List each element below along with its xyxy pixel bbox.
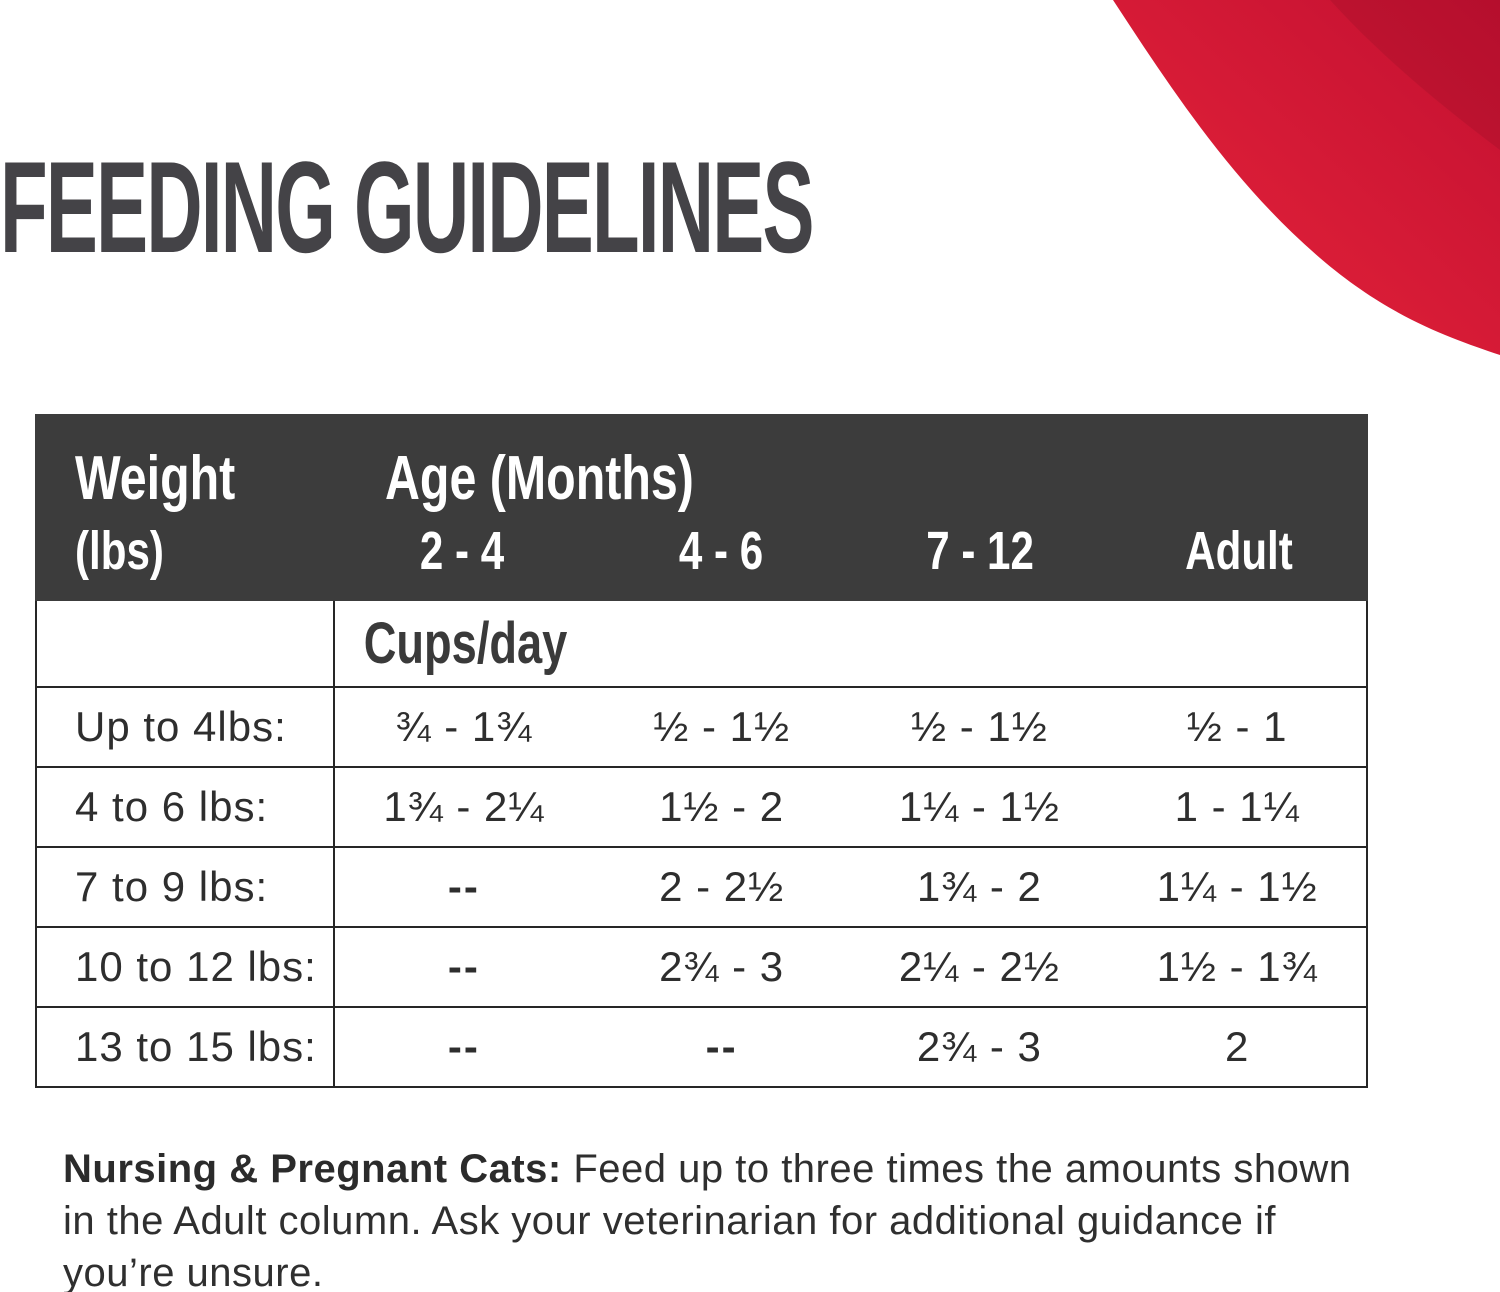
value-cell: 1¼ - 1½ [1156,863,1318,910]
value-cell: 2¾ - 3 [916,1023,1042,1070]
table-row: 10 to 12 lbs: -- 2¾ - 3 2¼ - 2½ 1½ - 1¾ [37,926,1366,1006]
age-column-header-4-6: 4 - 6 [592,514,851,601]
cups-per-day-label: Cups/day [363,611,568,676]
red-corner-swoosh [1113,0,1500,355]
weight-header-cell: Weight [35,414,333,514]
note-bold-lead: Nursing & Pregnant Cats: [63,1147,562,1191]
value-cell: 1½ - 2 [659,783,785,830]
age-column-label: Adult [1184,521,1293,581]
weight-cell: 13 to 15 lbs: [37,1008,335,1086]
note-text: Feed up to three times the amounts shown… [63,1147,1352,1292]
page-title-text: FEEDING GUIDELINES [0,134,814,280]
value-cell: 1¼ - 1½ [898,783,1060,830]
value-cell: ½ - 1 [1186,703,1288,750]
page-title: FEEDING GUIDELINES [0,142,1354,272]
age-column-label: 2 - 4 [420,521,505,581]
value-cell: 1 - 1¼ [1174,783,1300,830]
units-row-spacer [37,601,335,686]
table-body: Cups/day Up to 4lbs: ¾ - 1¾ ½ - 1½ ½ - 1… [35,601,1368,1088]
value-cell: ¾ - 1¾ [395,703,533,750]
value-cell: 2¾ - 3 [659,943,785,990]
table-row: 13 to 15 lbs: -- -- 2¾ - 3 2 [37,1006,1366,1086]
table-row: Up to 4lbs: ¾ - 1¾ ½ - 1½ ½ - 1½ ½ - 1 [37,686,1366,766]
nursing-pregnant-note: Nursing & Pregnant Cats: Feed up to thre… [63,1143,1378,1292]
value-cell: ½ - 1½ [653,703,790,750]
value-cell: 1¾ - 2 [916,863,1042,910]
value-cell: -- [705,1023,738,1070]
weight-cell: 7 to 9 lbs: [37,848,335,926]
value-cell: ½ - 1½ [911,703,1048,750]
feeding-guidelines-table: Weight Age (Months) (lbs) 2 - 4 4 - 6 7 … [35,414,1368,1088]
units-row: Cups/day [37,601,1366,686]
age-header-cell: Age (Months) [333,414,1368,514]
value-cell: 2 [1224,1023,1250,1070]
age-header-label: Age (Months) [385,444,694,513]
age-column-label: 4 - 6 [678,521,764,581]
weight-cell: 10 to 12 lbs: [37,928,335,1006]
age-column-label: 7 - 12 [926,521,1034,581]
weight-unit-label: (lbs) [75,521,164,581]
value-cell: -- [447,863,480,910]
value-cell: -- [447,943,480,990]
table-row: 4 to 6 lbs: 1¾ - 2¼ 1½ - 2 1¼ - 1½ 1 - 1… [37,766,1366,846]
cups-per-day-cell: Cups/day [335,601,596,686]
value-cell: 1½ - 1¾ [1156,943,1318,990]
age-column-header-7-12: 7 - 12 [851,514,1110,601]
table-header: Weight Age (Months) (lbs) 2 - 4 4 - 6 7 … [35,414,1368,601]
weight-cell: Up to 4lbs: [37,688,335,766]
age-column-header-adult: Adult [1109,514,1368,601]
weight-unit-cell: (lbs) [35,514,333,601]
weight-cell: 4 to 6 lbs: [37,768,335,846]
value-cell: -- [447,1023,480,1070]
value-cell: 1¾ - 2¼ [383,783,545,830]
age-column-header-2-4: 2 - 4 [333,514,592,601]
value-cell: 2 - 2½ [659,863,785,910]
weight-header-label: Weight [75,444,236,513]
value-cell: 2¼ - 2½ [898,943,1060,990]
table-row: 7 to 9 lbs: -- 2 - 2½ 1¾ - 2 1¼ - 1½ [37,846,1366,926]
